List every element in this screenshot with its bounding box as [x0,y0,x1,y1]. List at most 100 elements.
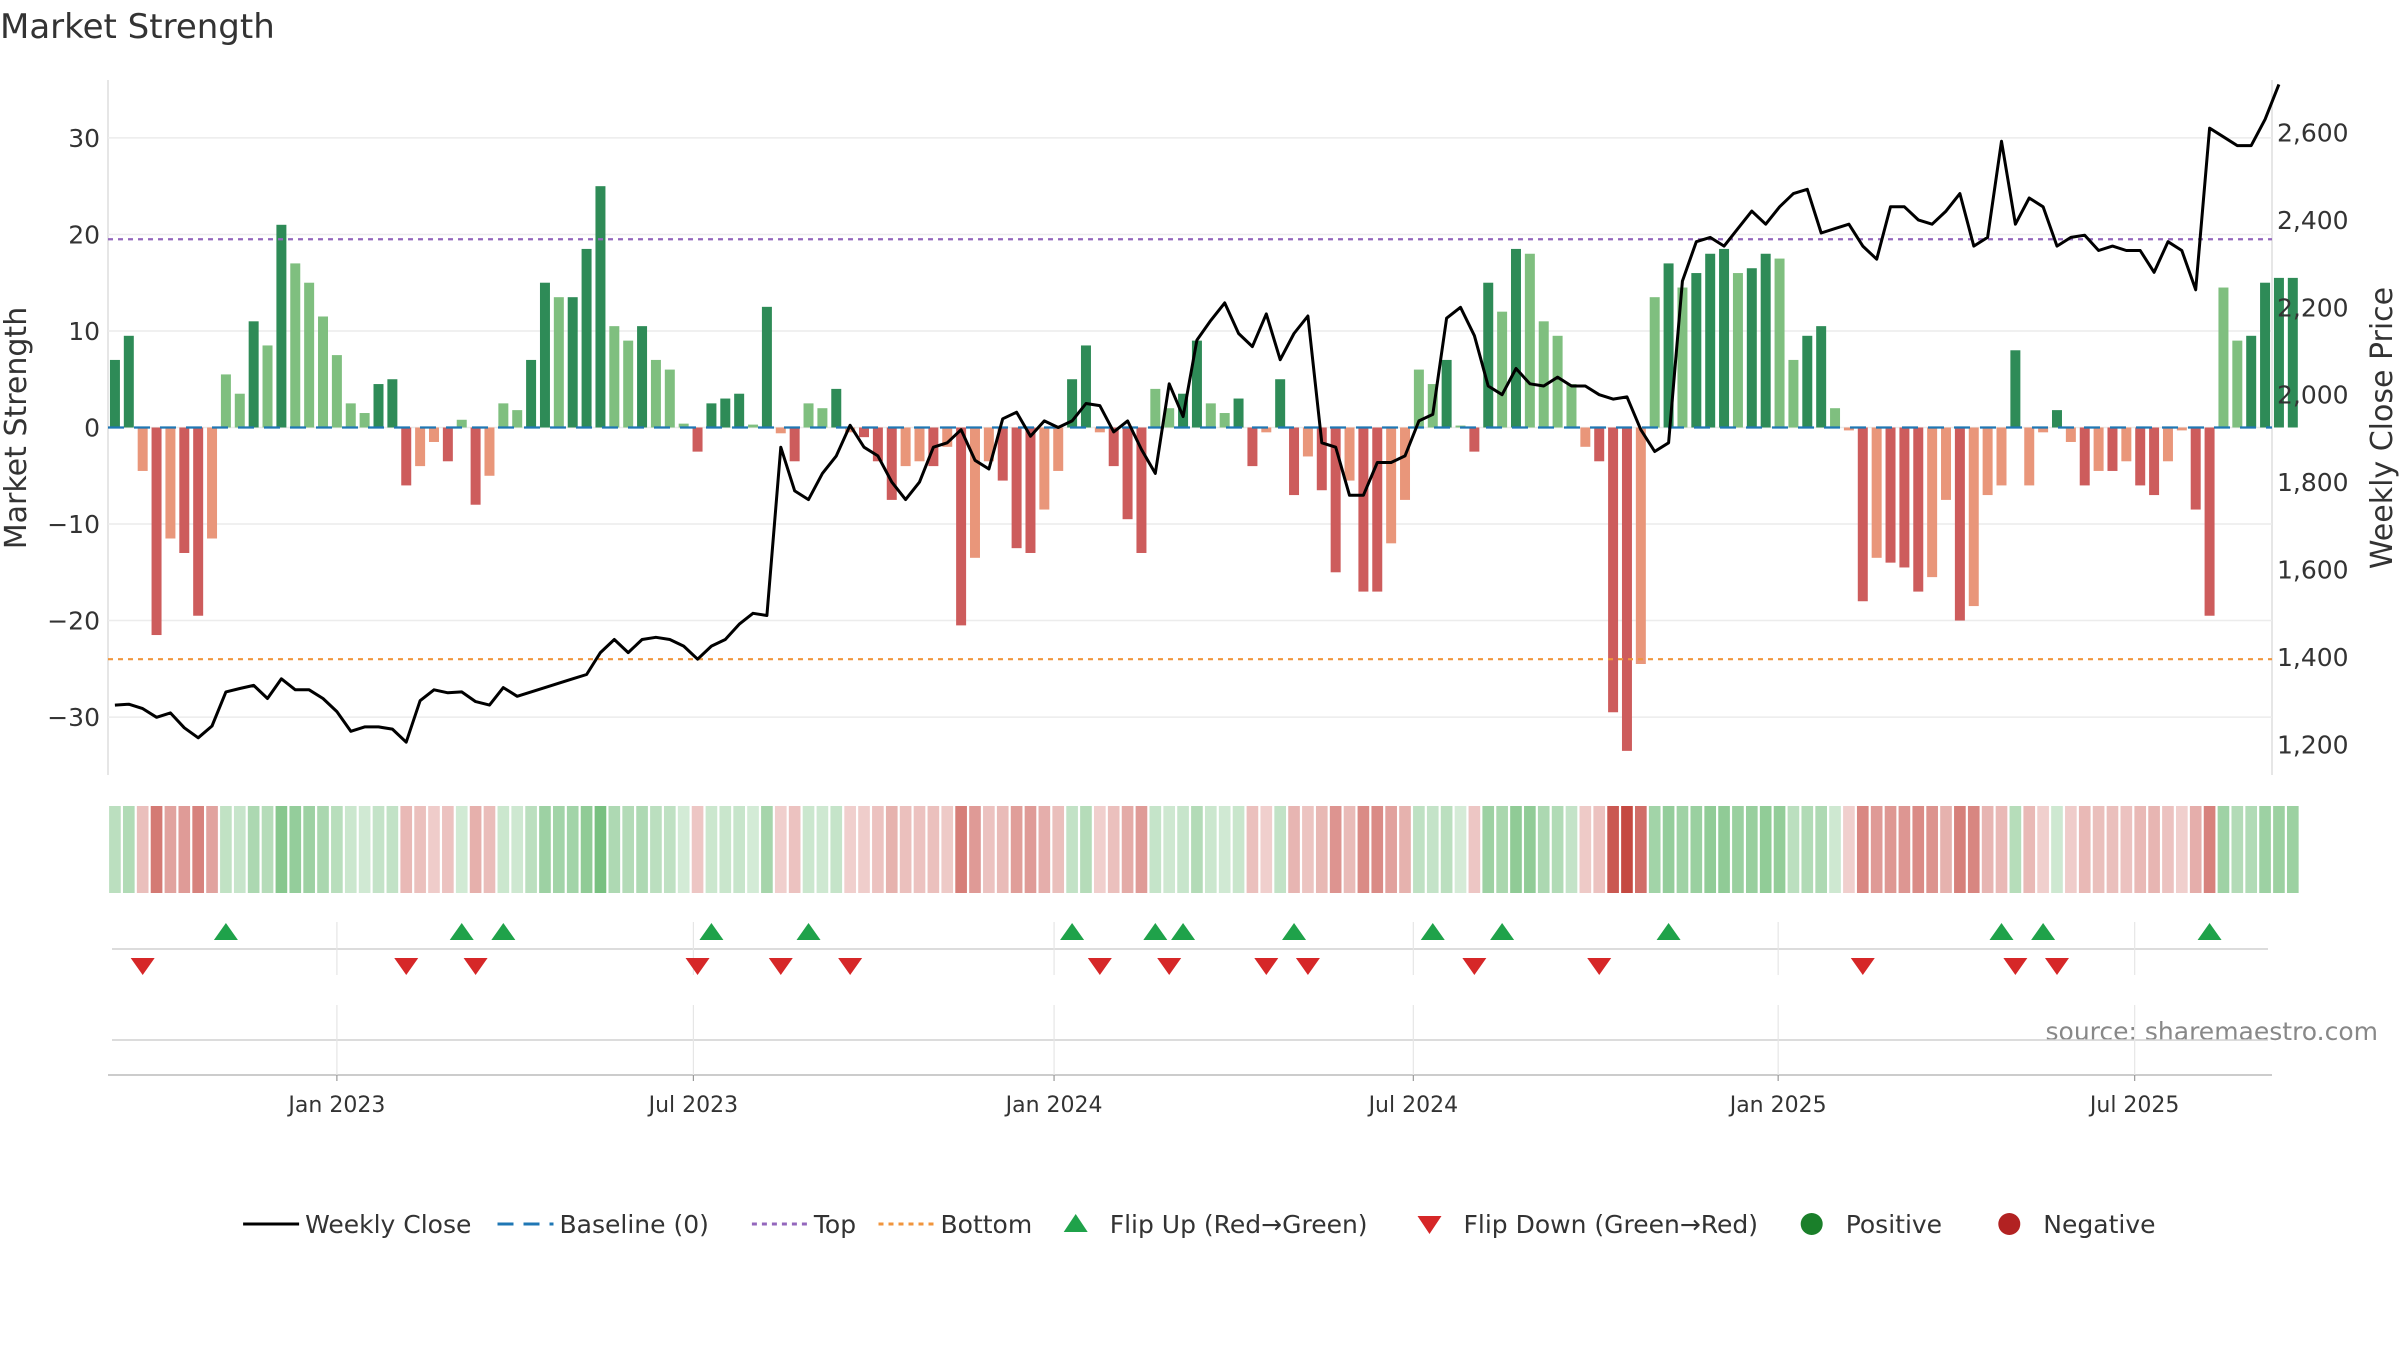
heat-cell [1537,806,1550,893]
strength-bar [1191,340,1202,428]
strength-bar [1483,282,1494,428]
strength-bar [526,359,537,428]
strength-bar [1927,427,1938,578]
heat-cell [1759,806,1772,893]
strength-bar [290,263,301,428]
heat-cell [983,806,995,893]
strength-bar [637,326,648,428]
heat-cell [331,806,343,893]
heat-cell [1468,806,1481,893]
strength-bar [1843,427,1854,431]
strength-bar [2218,287,2229,428]
strength-bar [1330,427,1341,573]
strength-bar [359,413,370,428]
heat-cell [136,806,149,893]
strength-bar [789,427,800,462]
flip-down-marker [1157,958,1182,975]
heat-cell [844,806,856,893]
strength-bar [1649,297,1660,428]
strength-bar [623,340,634,428]
flip-down-marker [130,958,155,975]
heat-cell [1704,806,1717,893]
flip-up-marker [1171,923,1196,940]
heat-cell [1163,806,1176,893]
strength-bar [2051,410,2062,428]
strength-bar [859,427,870,438]
heat-cell [1621,806,1633,893]
strength-bar [1219,413,1230,428]
heat-cell [1995,806,2008,893]
strength-bar [318,316,329,428]
heat-cell [386,806,399,893]
heat-cell [428,806,440,893]
heat-cell [1981,806,1994,893]
heat-cell [1884,806,1897,893]
heat-cell [2189,806,2202,893]
heat-cell [1232,806,1245,893]
heat-cell [1260,806,1273,893]
strength-bar [914,427,925,462]
weekly-close-series [114,83,2281,744]
strength-bar [234,393,245,428]
heat-cell [344,806,357,893]
flip-down-marker [2003,958,2028,975]
strength-bar [2232,340,2243,428]
strength-bar [442,427,453,462]
legend-label: Bottom [941,1210,1033,1239]
heat-cell [1454,806,1467,893]
heat-cell [1080,806,1092,893]
strength-bar [1094,427,1105,433]
heat-cell [511,806,524,893]
heat-cell [996,806,1009,893]
strength-bar [1150,388,1161,428]
heat-cell [705,806,718,893]
strength-bar [581,248,592,428]
strength-bar [1621,427,1632,751]
strength-bar [193,427,204,616]
heat-cell [2065,806,2077,893]
strength-bar [1413,369,1424,428]
heat-cell [2092,806,2105,893]
heat-cell [122,806,135,893]
strength-bar [678,423,689,428]
heat-cell [400,806,413,893]
heat-cell [1856,806,1869,893]
strength-bar [2093,427,2104,471]
strength-bar [1122,427,1133,520]
y-right-tick-label: 2,400 [2277,206,2349,235]
heat-cell [1135,806,1148,893]
y-left-tick-label: −20 [47,607,100,636]
heat-cell [733,806,745,893]
strength-bar [2121,427,2132,462]
strength-bar [1719,248,1730,428]
strength-bar [415,427,426,467]
heat-cell [608,806,621,893]
y-right-tick-label: 1,400 [2277,643,2349,672]
legend-swatch [1800,1213,1823,1235]
heat-cell [192,806,204,893]
strength-bar [539,282,550,428]
chart-title: Market Strength [0,7,275,47]
legend-swatch [1417,1216,1442,1234]
strength-bar [248,321,259,428]
heat-cell [2259,806,2271,893]
strength-bar [1857,427,1868,602]
flip-up-marker [2031,923,2056,940]
strength-bar [942,427,953,447]
heat-cell [816,806,829,893]
strength-bar [595,186,606,428]
strength-bar [123,335,134,428]
strength-bar [1871,427,1882,558]
heat-cell [1579,806,1592,893]
legend-item: Baseline (0) [497,1210,709,1239]
heat-cell [1218,806,1231,893]
heat-cell [1149,806,1162,893]
strength-bar [1289,427,1300,496]
flip-up-marker [2197,923,2222,940]
flip-up-marker [1420,923,1445,940]
heat-cell [2148,806,2160,893]
strength-bar [2038,427,2049,433]
strength-bar [331,355,342,428]
strength-bar [1941,427,1952,500]
